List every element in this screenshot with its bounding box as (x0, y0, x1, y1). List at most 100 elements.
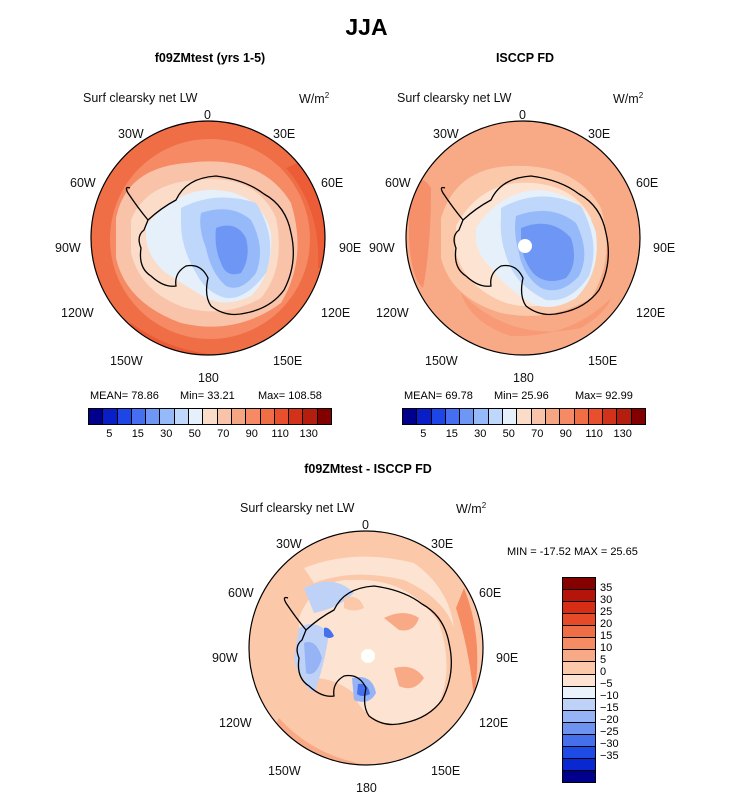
lon-label-150e: 150E (431, 764, 461, 778)
colorbar-swatch (563, 589, 595, 602)
colorbar-labels-diff: 35 30 25 20 15 10 5 0 −5 −10 −15 −20 −25 −30 −35 (600, 577, 640, 781)
colorbar-tick-label: −15 (600, 702, 619, 714)
colorbar-swatch (188, 409, 203, 424)
colorbar-swatch (563, 709, 595, 722)
colorbar-swatch (502, 409, 517, 424)
lon-label-180: 180 (513, 371, 534, 385)
colorbar-tick-label: 30 (474, 428, 487, 440)
colorbar-swatch (302, 409, 317, 424)
colorbar-tick-label: 15 (131, 428, 144, 440)
colorbar-tick-label: 35 (600, 582, 613, 594)
panel-title-model: f09ZMtest (yrs 1-5) (154, 51, 266, 65)
lon-label-150w: 150W (110, 354, 143, 368)
colorbar-tick-label: 90 (559, 428, 572, 440)
colorbar-tick-label: −35 (600, 750, 619, 762)
colorbar-labels-obs: 5 15 30 50 70 90 110 130 (402, 428, 644, 442)
lon-label-120w: 120W (376, 306, 409, 320)
colorbar-tick-label: −25 (600, 726, 619, 738)
colorbar-swatch (173, 409, 189, 424)
lon-label-180: 180 (356, 781, 377, 795)
colorbar-swatch (245, 409, 260, 424)
colorbar-tick-label: 5 (420, 428, 427, 440)
colorbar-swatch (563, 649, 595, 662)
colorbar-tick-label: −5 (600, 678, 613, 690)
colorbar-swatch (216, 409, 231, 424)
lon-label-120e: 120E (479, 716, 509, 730)
colorbar-swatch (563, 625, 595, 638)
lon-label-60w: 60W (385, 176, 411, 190)
colorbar-swatch (563, 601, 595, 614)
colorbar-swatch (563, 685, 595, 698)
lon-label-150e: 150E (588, 354, 618, 368)
colorbar-swatch (288, 409, 303, 424)
lon-label-30w: 30W (433, 127, 459, 141)
lon-label-90e: 90E (339, 241, 362, 255)
lon-label-90w: 90W (55, 241, 81, 255)
colorbar-swatch (473, 409, 488, 424)
colorbar-tick-label: 10 (600, 642, 613, 654)
colorbar-swatch (563, 637, 595, 650)
colorbar-tick-label: 25 (600, 606, 613, 618)
colorbar-swatch (459, 409, 474, 424)
panel-title-diff: f09ZMtest - ISCCP FD (304, 462, 432, 476)
colorbar-swatch (602, 409, 617, 424)
colorbar-swatch (159, 409, 174, 424)
colorbar-tick-label: 5 (600, 654, 607, 666)
colorbar-labels-model: 5 15 30 50 70 90 110 130 (88, 428, 330, 442)
lon-label-120w: 120W (61, 306, 94, 320)
lon-label-30e: 30E (273, 127, 296, 141)
stats-min-model: Min= 33.21 (180, 390, 235, 402)
lon-label-90e: 90E (653, 241, 676, 255)
colorbar-tick-label: −20 (600, 714, 619, 726)
units-label-diff: W/m2 (456, 501, 487, 517)
colorbar-tick-label: 0 (600, 666, 607, 678)
colorbar-swatch (630, 409, 646, 424)
colorbar-tick-label: 15 (600, 630, 613, 642)
colorbar-swatch (416, 409, 431, 424)
variable-label-model: Surf clearsky net LW (83, 91, 198, 105)
colorbar-swatch (587, 409, 603, 424)
lon-label-150w: 150W (268, 764, 301, 778)
stats-max-obs: Max= 92.99 (575, 390, 633, 402)
colorbar-tick-label: 130 (613, 428, 632, 440)
colorbar-swatch (102, 409, 117, 424)
polar-map-obs (405, 120, 641, 356)
colorbar-swatch (316, 409, 332, 424)
colorbar-tick-label: 90 (245, 428, 258, 440)
lon-label-60e: 60E (321, 176, 344, 190)
lon-label-30w: 30W (118, 127, 144, 141)
colorbar-swatch (259, 409, 274, 424)
colorbar-tick-label: 30 (160, 428, 173, 440)
colorbar-tick-label: −10 (600, 690, 619, 702)
main-title: JJA (345, 14, 388, 40)
colorbar-swatch (487, 409, 503, 424)
lon-label-30w: 30W (276, 537, 302, 551)
lon-label-30e: 30E (431, 537, 454, 551)
colorbar-swatch (145, 409, 160, 424)
lon-label-150e: 150E (273, 354, 303, 368)
lon-label-0: 0 (204, 108, 211, 122)
lon-label-60e: 60E (636, 176, 659, 190)
colorbar-swatch (444, 409, 460, 424)
colorbar-tick-label: 5 (106, 428, 113, 440)
colorbar-swatch (563, 661, 595, 674)
colorbar-swatch (559, 409, 574, 424)
colorbar-swatch (563, 745, 595, 758)
lon-label-90w: 90W (369, 241, 395, 255)
colorbar-swatch (116, 409, 131, 424)
colorbar-swatch (573, 409, 588, 424)
colorbar-tick-label: 110 (585, 428, 603, 440)
colorbar-tick-label: 70 (217, 428, 230, 440)
colorbar-swatch (563, 721, 595, 734)
lon-label-90w: 90W (212, 651, 238, 665)
lon-label-90e: 90E (496, 651, 519, 665)
colorbar-swatch (430, 409, 445, 424)
colorbar-tick-label: −30 (600, 738, 619, 750)
lon-label-60w: 60W (228, 586, 254, 600)
colorbar-swatch (403, 409, 417, 424)
colorbar-swatch (230, 409, 246, 424)
colorbar-swatch (516, 409, 531, 424)
colorbar-swatch (563, 697, 595, 710)
colorbar-swatch (616, 409, 631, 424)
colorbar-tick-label: 50 (188, 428, 201, 440)
